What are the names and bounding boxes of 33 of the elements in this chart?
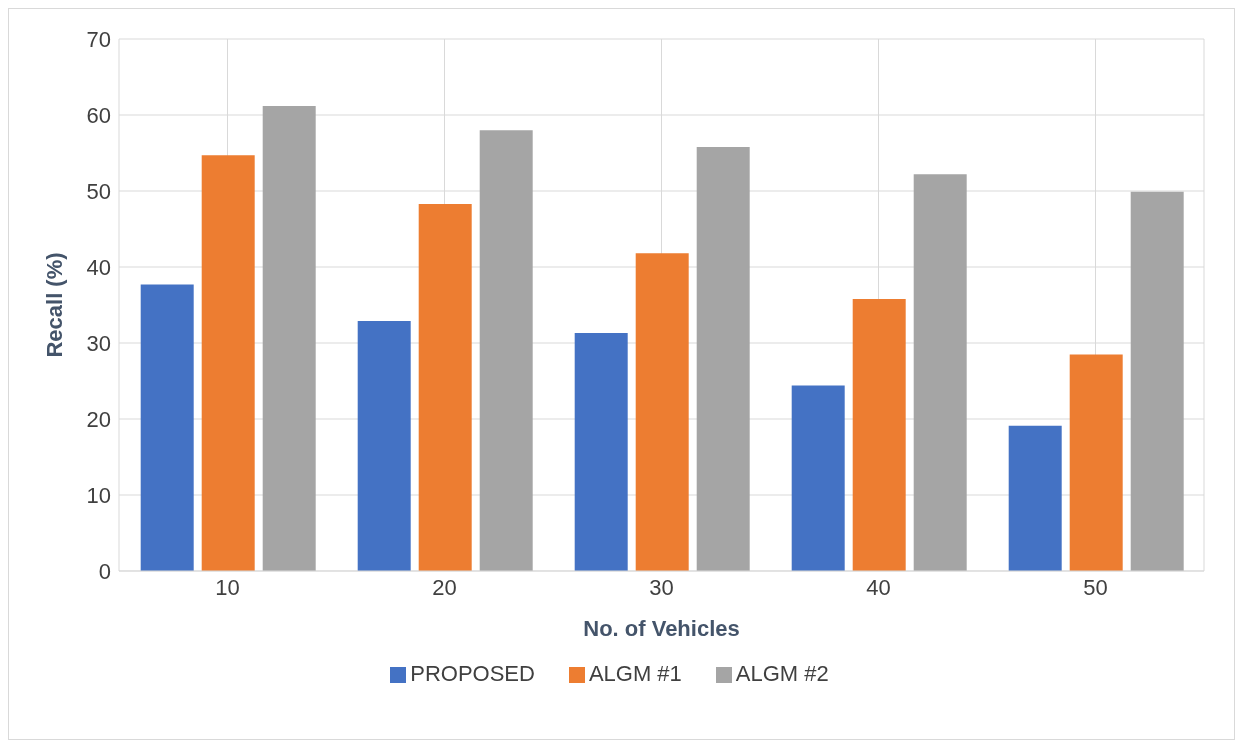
x-tick-label: 30	[649, 574, 674, 600]
x-axis-title: No. of Vehicles	[583, 616, 740, 641]
bar	[140, 284, 194, 571]
bar	[635, 253, 689, 571]
bar	[418, 203, 472, 571]
legend-label: ALGM #2	[735, 661, 829, 686]
legend-label: PROPOSED	[410, 661, 535, 686]
bar	[262, 105, 316, 571]
bar	[791, 385, 845, 571]
x-tick-label: 10	[215, 574, 240, 600]
y-tick-label: 40	[86, 254, 111, 280]
bar	[852, 298, 906, 571]
y-tick-label: 50	[86, 178, 111, 204]
bar	[574, 333, 628, 571]
bar	[357, 320, 411, 571]
x-tick-label: 50	[1083, 574, 1108, 600]
y-tick-label: 20	[86, 406, 111, 432]
bar	[1008, 425, 1062, 571]
y-tick-label: 30	[86, 330, 111, 356]
y-axis-title: Recall (%)	[41, 252, 67, 358]
x-tick-label: 40	[866, 574, 891, 600]
x-tick-label: 20	[432, 574, 457, 600]
y-tick-label: 70	[86, 26, 111, 52]
bar	[479, 130, 533, 571]
bar	[696, 146, 750, 571]
y-tick-label: 0	[98, 558, 111, 584]
bar	[1069, 354, 1123, 571]
bar	[913, 174, 967, 571]
legend-label: ALGM #1	[588, 661, 682, 686]
bar	[1130, 191, 1184, 571]
y-tick-label: 10	[86, 482, 111, 508]
y-tick-label: 60	[86, 102, 111, 128]
bar	[201, 155, 255, 571]
